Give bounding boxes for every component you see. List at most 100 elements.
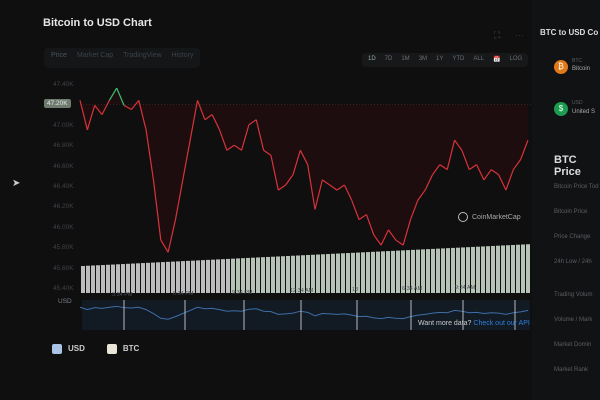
volume-bar — [506, 245, 510, 293]
tab-history[interactable]: History — [171, 52, 194, 59]
volume-bar — [141, 263, 145, 293]
price-segment — [343, 184, 353, 201]
y-tick-label: 46.20K — [53, 203, 74, 211]
legend-usd-label: USD — [68, 344, 85, 354]
price-segment — [490, 169, 499, 176]
price-segment — [226, 144, 235, 151]
price-segment — [512, 159, 522, 171]
stat-label: Bitcoin Price Tod — [554, 184, 599, 190]
price-segment — [292, 150, 301, 175]
volume-bar — [331, 253, 335, 293]
volume-bar — [471, 246, 475, 293]
price-segment — [270, 155, 279, 191]
api-link[interactable]: Check out our API — [473, 320, 530, 327]
watermark: CoinMarketCap — [458, 212, 521, 222]
btc-symbol: BTC — [572, 58, 582, 64]
price-segment — [498, 174, 507, 191]
volume-bar — [176, 261, 180, 293]
price-segment — [240, 124, 250, 151]
price-segment — [387, 229, 397, 241]
x-tick-label: 6:34 AM — [402, 286, 423, 292]
price-segment — [285, 174, 294, 186]
price-segment — [101, 100, 110, 115]
volume-bar — [346, 253, 350, 293]
volume-bar — [231, 258, 235, 293]
range-log[interactable]: LOG — [509, 56, 523, 62]
tab-price[interactable]: Price — [51, 52, 67, 59]
volume-bar — [191, 260, 195, 293]
navigator-line — [79, 305, 529, 320]
volume-bar — [416, 249, 420, 293]
price-segment — [358, 214, 367, 221]
price-segment — [329, 184, 338, 191]
volume-bar — [241, 258, 245, 293]
page-title: Bitcoin to USD Chart — [43, 17, 152, 29]
tab-market-cap[interactable]: Market Cap — [76, 52, 114, 59]
price-segment — [86, 105, 96, 131]
volume-bar — [456, 247, 460, 293]
volume-bar — [481, 246, 485, 293]
volume-bar — [336, 253, 340, 293]
price-segment — [94, 105, 103, 115]
volume-bar — [461, 247, 465, 293]
calendar-icon[interactable]: 📅 — [493, 57, 501, 63]
price-segment — [365, 214, 375, 236]
btc-name: Bitcoin — [572, 66, 591, 72]
range-all[interactable]: ALL — [473, 56, 485, 62]
volume-bar — [341, 253, 345, 293]
volume-bar — [246, 257, 250, 293]
tab-tradingview[interactable]: TradingView — [123, 52, 162, 59]
volume-bar — [451, 247, 455, 293]
volume-bar — [276, 256, 280, 293]
stat-label: Market Domin — [554, 342, 592, 348]
watermark-text: CoinMarketCap — [472, 213, 521, 221]
price-segment — [432, 164, 441, 176]
coinmarketcap-logo-icon — [458, 212, 468, 222]
range-7d[interactable]: 7D — [384, 56, 393, 62]
y-tick-label: 46.60K — [53, 162, 74, 170]
price-segment — [174, 179, 184, 220]
volume-bar — [526, 244, 530, 293]
usd-symbol: USD — [572, 100, 583, 106]
legend-usd[interactable]: USD — [52, 344, 85, 354]
btc-swatch — [106, 344, 117, 354]
price-segment — [439, 164, 448, 171]
legend-btc[interactable]: BTC — [106, 344, 139, 354]
volume-bar — [166, 261, 170, 293]
fullscreen-icon[interactable]: ⛶ ⋯ — [494, 30, 530, 40]
x-tick-label: 18 — [352, 287, 359, 294]
volume-bar — [226, 258, 230, 293]
price-segment — [218, 129, 228, 151]
price-segment — [446, 139, 456, 170]
price-segment — [336, 184, 345, 191]
price-segment — [189, 100, 199, 141]
volume-bar — [441, 248, 445, 293]
volume-bar — [211, 259, 215, 293]
range-ytd[interactable]: YTD — [452, 56, 465, 62]
volume-bar — [121, 264, 125, 293]
volume-bar — [236, 258, 240, 293]
range-1d[interactable]: 1D — [368, 56, 376, 62]
volume-bar — [501, 245, 505, 293]
range-1m[interactable]: 1M — [401, 56, 410, 62]
volume-bar — [146, 262, 150, 293]
price-segment — [196, 100, 206, 120]
y-tick-label: 45.40K — [53, 285, 74, 292]
range-1y[interactable]: 1Y — [436, 56, 444, 62]
volume-bar — [256, 257, 260, 293]
volume-bar — [251, 257, 255, 293]
x-tick-label: 12:34 AM — [290, 288, 314, 295]
volume-bar — [366, 252, 370, 293]
range-3m[interactable]: 3M — [418, 56, 428, 62]
y-tick-label: 45.80K — [53, 244, 74, 252]
price-segment — [417, 189, 426, 201]
volume-bar — [281, 256, 285, 293]
volume-bar — [476, 246, 480, 293]
volume-bar — [106, 264, 110, 293]
x-tick-label: 6:34 PM — [173, 290, 194, 297]
price-segment — [299, 150, 309, 165]
price-segment — [233, 144, 242, 151]
stat-label: Price Change — [554, 234, 591, 240]
price-segment — [204, 114, 213, 121]
